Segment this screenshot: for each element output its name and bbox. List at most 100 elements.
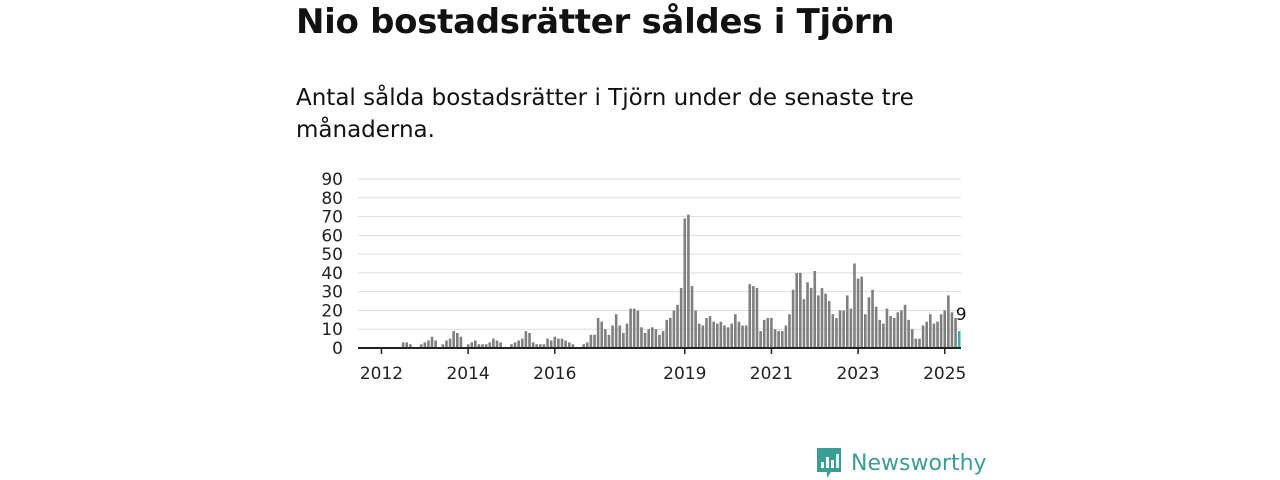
bar — [788, 314, 791, 348]
bar — [748, 284, 752, 348]
bar — [907, 319, 910, 348]
bar — [813, 271, 817, 348]
bar — [679, 287, 683, 348]
bar — [448, 338, 452, 348]
x-tick-label: 2021 — [750, 364, 793, 384]
bar — [409, 344, 412, 348]
bar — [650, 327, 654, 348]
bar — [614, 314, 618, 348]
bar — [878, 319, 882, 348]
bar — [654, 329, 658, 348]
bar — [567, 342, 571, 348]
bar — [560, 338, 564, 348]
bar — [954, 317, 957, 348]
bar — [950, 312, 954, 348]
bar — [932, 323, 936, 348]
bar — [842, 310, 845, 348]
bar — [824, 293, 827, 348]
bar — [712, 321, 715, 348]
bar — [607, 334, 611, 348]
bar — [799, 272, 802, 348]
bar — [585, 342, 589, 348]
bar — [882, 323, 885, 348]
bar — [831, 314, 835, 348]
bar — [629, 308, 632, 348]
bar — [838, 310, 842, 348]
y-tick-label: 60 — [321, 226, 343, 246]
bar — [401, 342, 405, 348]
bar — [528, 332, 531, 348]
bar — [524, 331, 528, 348]
bar — [726, 327, 730, 348]
bar — [625, 323, 629, 348]
bar — [806, 282, 809, 348]
bar — [910, 329, 914, 348]
bar — [864, 314, 867, 348]
bar — [734, 314, 737, 348]
bar — [513, 342, 517, 348]
bar — [643, 332, 647, 348]
bar — [835, 317, 838, 348]
bar — [549, 340, 553, 348]
bar — [430, 336, 434, 348]
bar — [640, 327, 643, 348]
bar — [755, 287, 759, 348]
bar — [510, 344, 513, 348]
bar — [701, 325, 705, 348]
bar — [708, 316, 712, 348]
bar — [517, 340, 520, 348]
bar — [611, 325, 614, 348]
bar — [737, 321, 741, 348]
bar — [856, 278, 860, 348]
bar — [885, 308, 889, 348]
bar — [780, 331, 784, 348]
bar — [827, 301, 831, 348]
bar — [445, 340, 448, 348]
x-tick-label: 2025 — [923, 364, 966, 384]
bar — [419, 344, 423, 348]
bar — [622, 332, 625, 348]
last-value-label: 9 — [956, 305, 967, 325]
newsworthy-logo-icon — [817, 448, 841, 478]
x-tick-label: 2014 — [446, 364, 489, 384]
bar — [492, 338, 495, 348]
bar — [752, 286, 755, 348]
bar — [636, 310, 640, 348]
bar — [427, 340, 430, 348]
bar — [914, 338, 918, 348]
bar — [477, 344, 481, 348]
y-tick-label: 50 — [321, 245, 343, 265]
bar — [903, 304, 907, 348]
bar — [770, 317, 773, 348]
bar — [600, 321, 604, 348]
bar — [647, 329, 650, 348]
bar — [936, 321, 939, 348]
bar — [867, 297, 871, 348]
bar — [687, 214, 690, 348]
bar — [466, 344, 470, 348]
bar — [690, 286, 694, 348]
bar — [546, 338, 549, 348]
bar — [423, 342, 427, 348]
bar — [719, 321, 723, 348]
chart-title: Nio bostadsrätter såldes i Tjörn — [296, 2, 895, 42]
bar — [744, 325, 748, 348]
bar — [921, 325, 925, 348]
bar — [596, 317, 600, 348]
bar — [741, 325, 744, 348]
bar — [632, 308, 636, 348]
bar — [589, 334, 593, 348]
bar — [929, 314, 932, 348]
bar — [860, 276, 863, 348]
bar — [791, 289, 795, 348]
bar — [871, 289, 874, 348]
bar — [705, 317, 708, 348]
bar — [474, 340, 477, 348]
bar — [539, 344, 542, 348]
bar — [593, 334, 596, 348]
bar — [531, 342, 535, 348]
bar — [715, 323, 719, 348]
bar — [661, 331, 665, 348]
newsworthy-logo[interactable]: Newsworthy — [815, 446, 987, 480]
